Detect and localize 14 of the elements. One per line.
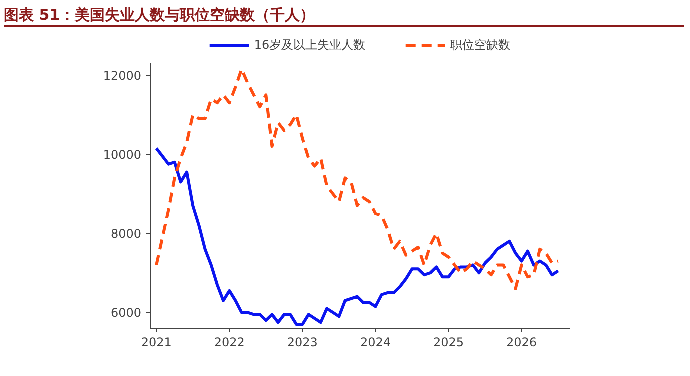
chart-title: 图表 51：美国失业人数与职位空缺数（千人）: [4, 5, 316, 26]
legend-label: 职位空缺数: [450, 36, 511, 54]
legend-label: 16岁及以上失业人数: [254, 36, 366, 54]
y-tick-label: 6000: [110, 306, 142, 320]
line-series: [155, 147, 560, 326]
y-tick-label: 8000: [110, 227, 142, 242]
y-tick-label: 12000: [103, 68, 142, 83]
x-tick-label: 2023: [287, 336, 318, 350]
x-tick-label: 2024: [360, 336, 391, 350]
x-tick-label: 2025: [433, 336, 464, 350]
x-tick-label: 2026: [506, 336, 538, 350]
x-tick-label: 2021: [141, 336, 172, 350]
y-tick-label: 10000: [103, 148, 142, 162]
x-tick-label: 2022: [214, 336, 245, 350]
